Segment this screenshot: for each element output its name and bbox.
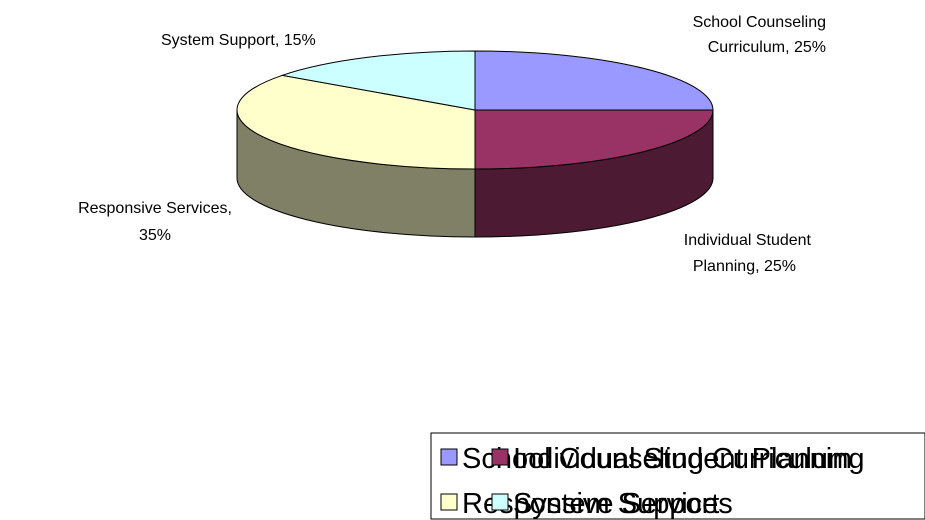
slice-label-school-counseling-curriculum-line-1: School Counseling [693,14,826,31]
slice-label-individual-student-planning-line-1: Individual Student [684,232,812,249]
legend-label-school-counseling-curriculum: School Counseling Curriculum [462,443,852,475]
legend-item-individual-student-planning: Individual Student Planning [491,443,864,475]
legend-swatch-responsive-services [440,493,458,511]
legend-label-system-support: System Support [513,488,719,520]
pie-slice-system-support [280,50,476,111]
slice-label-responsive-services-line-2: 35% [139,227,171,244]
legend-label-individual-student-planning: Individual Student Planning [513,443,864,475]
slice-label-system-support: System Support, 15% [161,32,316,49]
slice-label-responsive-services-line-1: Responsive Services, [78,200,232,217]
slice-label-responsive-services: Responsive Services, 35% [78,200,232,244]
slice-label-system-support-line-1: System Support, 15% [161,32,316,49]
slice-label-individual-student-planning: Individual Student Planning, 25% [684,232,812,275]
pie-slice-responsive-services [236,74,476,170]
pie-tops [236,50,714,170]
slice-label-school-counseling-curriculum: School Counseling Curriculum, 25% [693,14,826,56]
pie-slice-school-counseling-curriculum [474,50,714,111]
slice-label-individual-student-planning-line-2: Planning, 25% [693,258,796,275]
legend-swatch-system-support [491,493,509,511]
legend-swatch-individual-student-planning [491,448,509,466]
legend-box [430,432,925,520]
legend-item-system-support: System Support [491,488,719,520]
legend-item-school-counseling-curriculum: School Counseling Curriculum [440,443,852,475]
legend-swatch-school-counseling-curriculum [440,448,458,466]
legend: School Counseling Curriculum Individual … [430,432,925,520]
pie-slice-individual-student-planning [474,109,714,170]
slice-label-school-counseling-curriculum-line-2: Curriculum, 25% [708,39,826,56]
